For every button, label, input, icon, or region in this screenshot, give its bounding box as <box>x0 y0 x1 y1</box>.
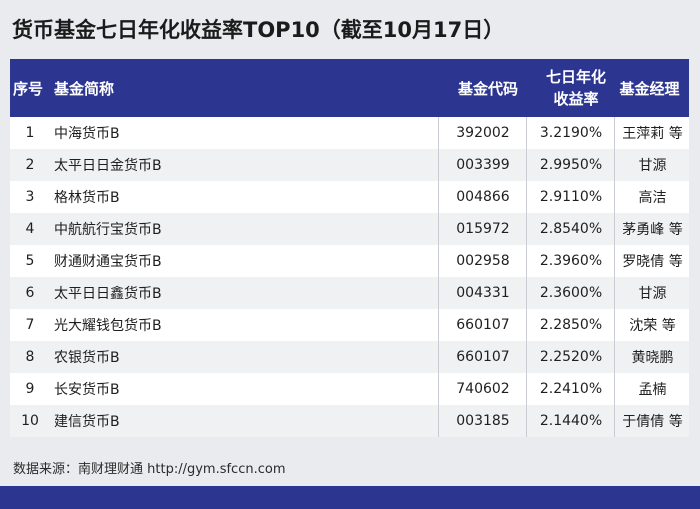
header-yield-line1: 七日年化 <box>545 68 606 86</box>
row-yield: 2.2520% <box>526 341 615 373</box>
header-fund-code: 基金代码 <box>457 79 518 98</box>
table-body: 1 中海货币B 392002 3.2190% 王萍莉 等 2 太平日日金货币B … <box>10 117 689 437</box>
table-row: 5 财通财通宝货币B 002958 2.3960% 罗晓倩 等 <box>10 245 689 277</box>
row-yield: 2.2410% <box>526 373 615 405</box>
row-manager: 于倩倩 等 <box>614 405 690 437</box>
row-fund-name: 太平日日鑫货币B <box>54 286 162 302</box>
row-fund-name: 农银货币B <box>54 350 120 366</box>
row-yield: 2.8540% <box>526 213 615 245</box>
table-row: 3 格林货币B 004866 2.9110% 高洁 <box>10 181 689 213</box>
row-fund-code: 392002 <box>438 117 527 149</box>
row-fund-name: 建信货币B <box>54 414 120 430</box>
row-yield: 2.3960% <box>526 245 615 277</box>
header-yield-line2: 收益率 <box>553 90 599 108</box>
row-fund-code: 004331 <box>438 277 527 309</box>
row-no: 5 <box>25 253 35 269</box>
row-no: 6 <box>25 285 35 301</box>
header-yield: 七日年化 收益率 <box>532 59 620 117</box>
row-manager: 高洁 <box>614 181 690 213</box>
row-manager: 罗晓倩 等 <box>614 245 690 277</box>
row-yield: 2.1440% <box>526 405 615 437</box>
row-fund-code: 660107 <box>438 341 527 373</box>
header-no: 序号 <box>13 79 44 98</box>
table-row: 6 太平日日鑫货币B 004331 2.3600% 甘源 <box>10 277 689 309</box>
row-yield: 3.2190% <box>526 117 615 149</box>
row-fund-code: 660107 <box>438 309 527 341</box>
row-no: 2 <box>25 157 35 173</box>
table-header: 序号 基金简称 基金代码 七日年化 收益率 基金经理 <box>10 59 689 117</box>
row-no: 7 <box>25 317 35 333</box>
table-row: 9 长安货币B 740602 2.2410% 孟楠 <box>10 373 689 405</box>
row-fund-code: 015972 <box>438 213 527 245</box>
row-yield: 2.3600% <box>526 277 615 309</box>
row-fund-name: 太平日日金货币B <box>54 158 162 174</box>
row-fund-code: 004866 <box>438 181 527 213</box>
row-no: 9 <box>25 381 35 397</box>
row-manager: 甘源 <box>614 149 690 181</box>
row-fund-name: 中海货币B <box>54 126 120 142</box>
table-row: 2 太平日日金货币B 003399 2.9950% 甘源 <box>10 149 689 181</box>
row-manager: 王萍莉 等 <box>614 117 690 149</box>
header-fund-name: 基金简称 <box>54 79 115 98</box>
table-row: 8 农银货币B 660107 2.2520% 黄晓鹏 <box>10 341 689 373</box>
row-fund-name: 财通财通宝货币B <box>54 254 162 270</box>
header-manager: 基金经理 <box>619 79 680 98</box>
row-manager: 甘源 <box>614 277 690 309</box>
row-fund-name: 光大耀钱包货币B <box>54 318 162 334</box>
table-row: 7 光大耀钱包货币B 660107 2.2850% 沈荣 等 <box>10 309 689 341</box>
row-no: 1 <box>25 125 35 141</box>
row-manager: 沈荣 等 <box>614 309 690 341</box>
row-no: 3 <box>25 189 35 205</box>
table-row: 1 中海货币B 392002 3.2190% 王萍莉 等 <box>10 117 689 149</box>
row-yield: 2.9110% <box>526 181 615 213</box>
row-yield: 2.2850% <box>526 309 615 341</box>
row-no: 8 <box>25 349 35 365</box>
table-row: 4 中航航行宝货币B 015972 2.8540% 茅勇峰 等 <box>10 213 689 245</box>
row-fund-name: 长安货币B <box>54 382 120 398</box>
row-fund-name: 格林货币B <box>54 190 120 206</box>
data-source-note: 数据来源：南财理财通 http://gym.sfccn.com <box>13 462 286 477</box>
row-no: 4 <box>25 221 35 237</box>
row-manager: 黄晓鹏 <box>614 341 690 373</box>
row-fund-code: 002958 <box>438 245 527 277</box>
table-row: 10 建信货币B 003185 2.1440% 于倩倩 等 <box>10 405 689 437</box>
footer-bar <box>0 486 700 509</box>
row-fund-code: 740602 <box>438 373 527 405</box>
page-title: 货币基金七日年化收益率TOP10（截至10月17日） <box>12 18 505 42</box>
row-no: 10 <box>21 413 39 429</box>
row-fund-name: 中航航行宝货币B <box>54 222 162 238</box>
row-yield: 2.9950% <box>526 149 615 181</box>
row-fund-code: 003399 <box>438 149 527 181</box>
row-manager: 茅勇峰 等 <box>614 213 690 245</box>
row-manager: 孟楠 <box>614 373 690 405</box>
row-fund-code: 003185 <box>438 405 527 437</box>
